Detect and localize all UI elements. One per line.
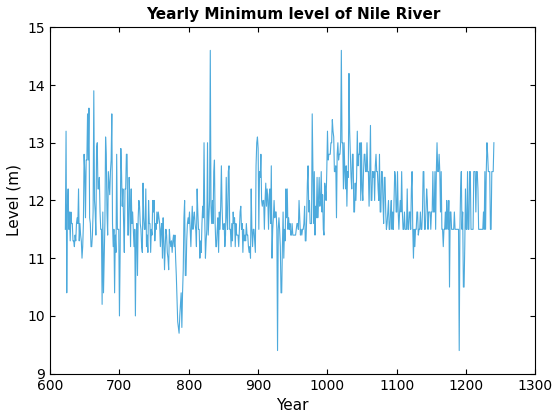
- X-axis label: Year: Year: [277, 398, 309, 413]
- Title: Yearly Minimum level of Nile River: Yearly Minimum level of Nile River: [146, 7, 440, 22]
- Y-axis label: Level (m): Level (m): [7, 165, 22, 236]
